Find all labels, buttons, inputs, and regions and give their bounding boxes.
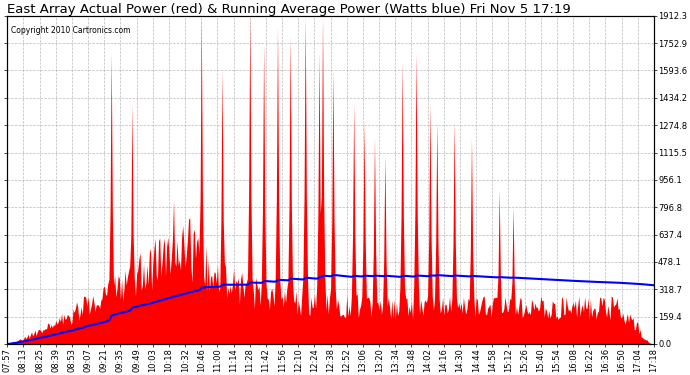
Text: Copyright 2010 Cartronics.com: Copyright 2010 Cartronics.com — [10, 26, 130, 34]
Text: East Array Actual Power (red) & Running Average Power (Watts blue) Fri Nov 5 17:: East Array Actual Power (red) & Running … — [8, 3, 571, 16]
